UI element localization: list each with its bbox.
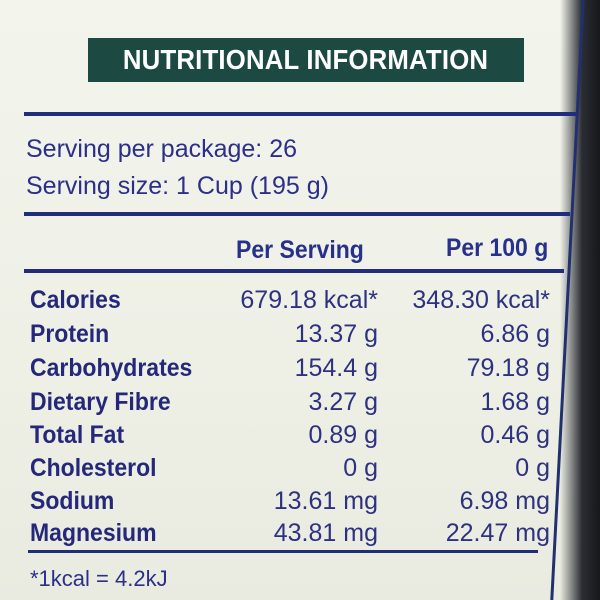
nutrient-name: Cholesterol	[30, 454, 157, 482]
nutrient-name: Dietary Fibre	[30, 388, 171, 416]
header-per-100g: Per 100 g	[446, 234, 549, 262]
nutrient-name: Carbohydrates	[30, 354, 193, 382]
per-100g-value: 0 g	[515, 454, 550, 482]
per-100g-value: 0.46 g	[480, 421, 550, 449]
table-row: Cholesterol 0 g 0 g	[0, 454, 600, 487]
per-100g-value: 1.68 g	[480, 388, 550, 416]
table-row: Total Fat 0.89 g 0.46 g	[0, 421, 600, 454]
top-divider	[24, 112, 576, 116]
per-serving-value: 3.27 g	[308, 388, 378, 416]
servings-per-package: Serving per package: 26	[26, 135, 298, 163]
label-title: NUTRITIONAL INFORMATION	[123, 44, 489, 75]
per-100g-value: 79.18 g	[466, 354, 550, 382]
nutrient-name: Calories	[30, 286, 121, 314]
per-100g-value: 22.47 mg	[445, 519, 550, 547]
table-row: Sodium 13.61 mg 6.98 mg	[0, 487, 600, 520]
header-divider	[24, 269, 564, 273]
bottom-divider	[28, 550, 538, 553]
serving-size: Serving size: 1 Cup (195 g)	[26, 172, 329, 200]
table-row: Magnesium 43.81 mg 22.47 mg	[0, 519, 600, 552]
table-row: Protein 13.37 g 6.86 g	[0, 320, 600, 353]
per-serving-value: 0 g	[343, 454, 378, 482]
per-100g-value: 348.30 kcal*	[412, 286, 550, 314]
per-serving-value: 43.81 mg	[273, 519, 378, 547]
per-serving-value: 679.18 kcal*	[240, 286, 378, 314]
table-row: Carbohydrates 154.4 g 79.18 g	[0, 354, 600, 387]
per-serving-value: 0.89 g	[308, 421, 378, 449]
nutrient-name: Protein	[30, 320, 110, 348]
per-100g-value: 6.86 g	[480, 320, 550, 348]
nutrient-name: Sodium	[30, 487, 115, 515]
nutrient-name: Magnesium	[30, 519, 157, 547]
table-row: Calories 679.18 kcal* 348.30 kcal*	[0, 286, 600, 319]
per-serving-value: 154.4 g	[294, 354, 378, 382]
per-100g-value: 6.98 mg	[459, 487, 550, 515]
nutrient-name: Total Fat	[30, 421, 125, 449]
title-banner: NUTRITIONAL INFORMATION	[88, 38, 524, 82]
per-serving-value: 13.37 g	[294, 320, 378, 348]
header-per-serving: Per Serving	[236, 236, 364, 264]
footnote: *1kcal = 4.2kJ	[30, 566, 168, 591]
servings-divider	[24, 212, 570, 216]
table-row: Dietary Fibre 3.27 g 1.68 g	[0, 388, 600, 421]
per-serving-value: 13.61 mg	[273, 487, 378, 515]
